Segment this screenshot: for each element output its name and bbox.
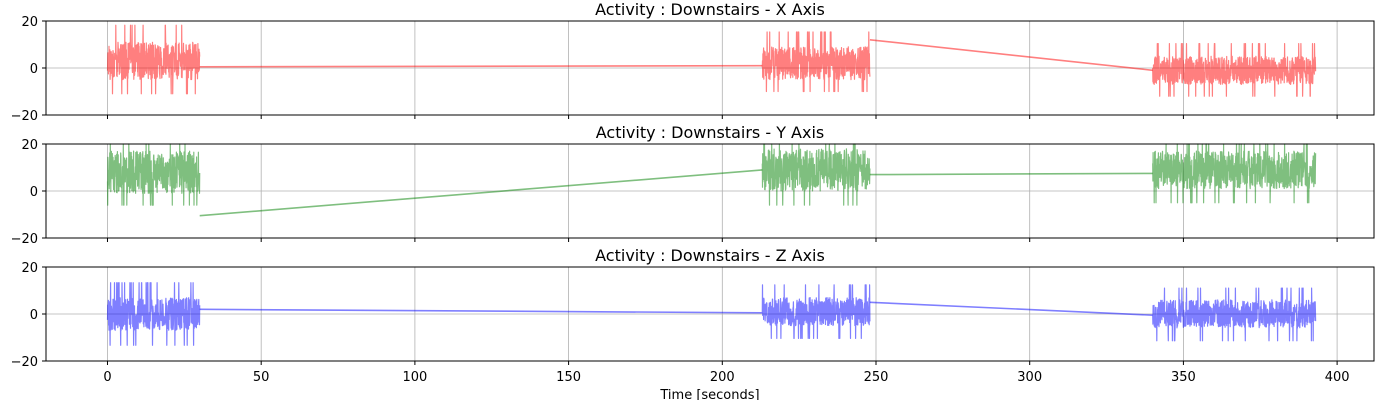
y-tick-label: 0 bbox=[30, 62, 38, 77]
y-tick-label: 0 bbox=[30, 185, 38, 200]
x-tick-label: 200 bbox=[710, 370, 735, 385]
series-line-segment bbox=[869, 172, 1153, 176]
series-line-segment bbox=[106, 24, 201, 95]
x-tick-label: 100 bbox=[402, 370, 427, 385]
ticks-y-axis: −20 0 20 bbox=[11, 138, 1338, 247]
x-tick-label: 250 bbox=[864, 370, 889, 385]
series-line-segment bbox=[106, 143, 201, 206]
series-line-segment bbox=[199, 169, 763, 217]
series-line-segment bbox=[869, 39, 1153, 72]
x-tick-label: 300 bbox=[1017, 370, 1042, 385]
plot-area-z-axis bbox=[106, 282, 1317, 346]
x-tick-label: 50 bbox=[253, 370, 270, 385]
series-line-segment bbox=[199, 308, 763, 314]
chart-title-y-axis: Activity : Downstairs - Y Axis bbox=[596, 123, 825, 142]
x-tick-label: 350 bbox=[1171, 370, 1196, 385]
ticks-x-axis: −20 0 20 bbox=[11, 15, 1338, 124]
plot-area-x-axis bbox=[106, 24, 1317, 97]
series-line-segment bbox=[1152, 287, 1317, 342]
y-tick-label: 20 bbox=[21, 15, 38, 30]
y-tick-label: −20 bbox=[11, 109, 38, 124]
series-line-segment bbox=[869, 301, 1153, 316]
chart-title-x-axis: Activity : Downstairs - X Axis bbox=[595, 0, 825, 19]
series-line-segment bbox=[106, 282, 201, 346]
series-line-segment bbox=[199, 64, 763, 68]
y-tick-label: 0 bbox=[30, 308, 38, 323]
x-axis-label: Time [seconds] bbox=[659, 388, 759, 400]
x-tick-label: 150 bbox=[556, 370, 581, 385]
panel-y-axis: −20 0 20 Activity : Downstairs - Y Axis bbox=[11, 123, 1375, 247]
grid-y-axis bbox=[46, 143, 1374, 239]
x-tick-label: 0 bbox=[103, 370, 111, 385]
x-tick-label: 400 bbox=[1325, 370, 1350, 385]
series-line-segment bbox=[761, 284, 871, 339]
y-tick-label: 20 bbox=[21, 138, 38, 153]
panel-x-axis: −20 0 20 Activity : Downstairs - X Axis bbox=[11, 0, 1375, 124]
y-tick-label: −20 bbox=[11, 232, 38, 247]
series-line-segment bbox=[761, 31, 871, 93]
plot-area-y-axis bbox=[106, 143, 1317, 217]
y-tick-label: 20 bbox=[21, 261, 38, 276]
series-line-segment bbox=[1152, 143, 1317, 204]
y-tick-label: −20 bbox=[11, 355, 38, 370]
chart-title-z-axis: Activity : Downstairs - Z Axis bbox=[595, 246, 825, 265]
series-line-segment bbox=[1152, 43, 1317, 97]
series-line-segment bbox=[761, 143, 871, 206]
